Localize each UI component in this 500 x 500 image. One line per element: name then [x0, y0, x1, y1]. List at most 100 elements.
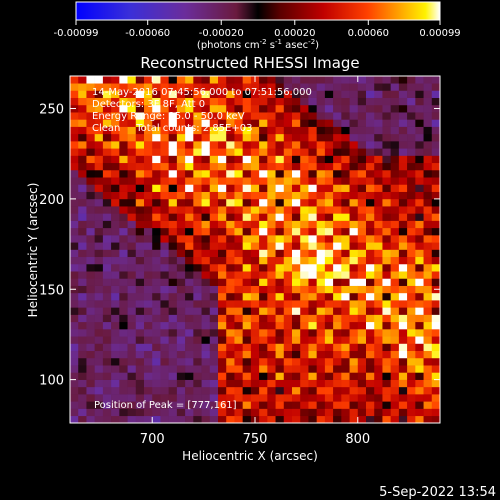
heatmap-cell: [111, 249, 120, 258]
heatmap-cell: [193, 365, 202, 373]
heatmap-cell: [382, 336, 391, 344]
heatmap-cell: [242, 83, 252, 91]
heatmap-cell: [250, 133, 260, 142]
heatmap-cell: [102, 321, 112, 330]
heatmap-cell: [102, 256, 112, 265]
heatmap-cell: [431, 112, 441, 120]
heatmap-cell: [341, 292, 350, 301]
heatmap-cell: [127, 321, 137, 330]
heatmap-cell: [209, 249, 219, 258]
heatmap-cell: [341, 198, 350, 207]
heatmap-cell: [283, 119, 293, 127]
heatmap-cell: [193, 83, 202, 91]
heatmap-cell: [275, 336, 285, 344]
heatmap-cell: [102, 357, 112, 366]
heatmap-cell: [94, 155, 104, 164]
heatmap-cell: [94, 76, 104, 84]
heatmap-cell: [333, 235, 342, 243]
heatmap-cell: [275, 415, 285, 424]
heatmap-cell: [168, 314, 178, 323]
heatmap-cell: [415, 191, 424, 200]
heatmap-cell: [102, 97, 112, 106]
heatmap-cell: [168, 350, 178, 359]
heatmap-cell: [86, 177, 95, 185]
heatmap-cell: [382, 292, 391, 301]
heatmap-cell: [209, 321, 219, 330]
heatmap-cell: [193, 386, 202, 395]
heatmap-cell: [423, 285, 433, 294]
heatmap-cell: [234, 141, 243, 149]
heatmap-cell: [127, 292, 137, 301]
heatmap-cell: [234, 104, 243, 113]
heatmap-cell: [349, 184, 359, 192]
heatmap-cell: [357, 227, 367, 236]
heatmap-cell: [160, 126, 169, 135]
heatmap-cell: [374, 97, 383, 106]
heatmap-cell: [349, 76, 359, 84]
heatmap-cell: [144, 285, 153, 294]
heatmap-cell: [135, 415, 145, 424]
heatmap-cell: [308, 314, 317, 323]
heatmap-cell: [341, 141, 350, 149]
heatmap-cell: [226, 141, 235, 149]
heatmap-cell: [292, 307, 301, 315]
heatmap-cell: [259, 249, 268, 258]
heatmap-cell: [152, 126, 161, 135]
heatmap-cell: [135, 104, 145, 113]
heatmap-cell: [111, 314, 120, 323]
heatmap-cell: [357, 133, 367, 142]
heatmap-cell: [324, 162, 334, 171]
heatmap-cell: [407, 415, 416, 424]
heatmap-cell: [431, 177, 441, 185]
heatmap-cell: [160, 379, 169, 388]
heatmap-cell: [357, 126, 367, 135]
heatmap-cell: [292, 386, 301, 395]
heatmap-cell: [209, 83, 219, 91]
heatmap-cell: [300, 307, 309, 315]
heatmap-cell: [431, 119, 441, 127]
heatmap-cell: [127, 213, 137, 221]
heatmap-cell: [226, 206, 235, 214]
heatmap-cell: [267, 213, 276, 221]
heatmap-cell: [407, 83, 416, 91]
heatmap-cell: [86, 307, 95, 315]
heatmap-cell: [275, 365, 285, 373]
heatmap-cell: [234, 227, 243, 236]
heatmap-cell: [234, 401, 243, 409]
heatmap-image: [70, 76, 441, 424]
heatmap-cell: [144, 314, 153, 323]
heatmap-cell: [127, 401, 137, 409]
heatmap-cell: [226, 83, 235, 91]
heatmap-cell: [407, 169, 416, 178]
heatmap-cell: [144, 415, 153, 424]
heatmap-cell: [168, 169, 178, 178]
heatmap-cell: [70, 148, 79, 156]
heatmap-cell: [135, 235, 145, 243]
heatmap-cell: [119, 206, 128, 214]
heatmap-cell: [316, 300, 326, 308]
heatmap-cell: [176, 141, 186, 149]
heatmap-cell: [176, 191, 186, 200]
heatmap-cell: [423, 169, 433, 178]
heatmap-cell: [127, 227, 137, 236]
heatmap-cell: [226, 300, 235, 308]
heatmap-cell: [267, 401, 276, 409]
heatmap-cell: [283, 256, 293, 265]
heatmap-cell: [185, 343, 194, 352]
heatmap-cell: [308, 365, 317, 373]
heatmap-cell: [70, 292, 79, 301]
heatmap-cell: [374, 119, 383, 127]
heatmap-cell: [176, 90, 186, 98]
heatmap-cell: [176, 206, 186, 214]
heatmap-cell: [226, 177, 235, 185]
heatmap-cell: [357, 300, 367, 308]
heatmap-cell: [423, 112, 433, 120]
heatmap-cell: [218, 104, 227, 113]
heatmap-cell: [349, 263, 359, 272]
heatmap-cell: [102, 155, 112, 164]
heatmap-cell: [152, 83, 161, 91]
heatmap-cell: [86, 372, 95, 380]
heatmap-cell: [283, 133, 293, 142]
heatmap-cell: [324, 169, 334, 178]
heatmap-cell: [308, 213, 317, 221]
